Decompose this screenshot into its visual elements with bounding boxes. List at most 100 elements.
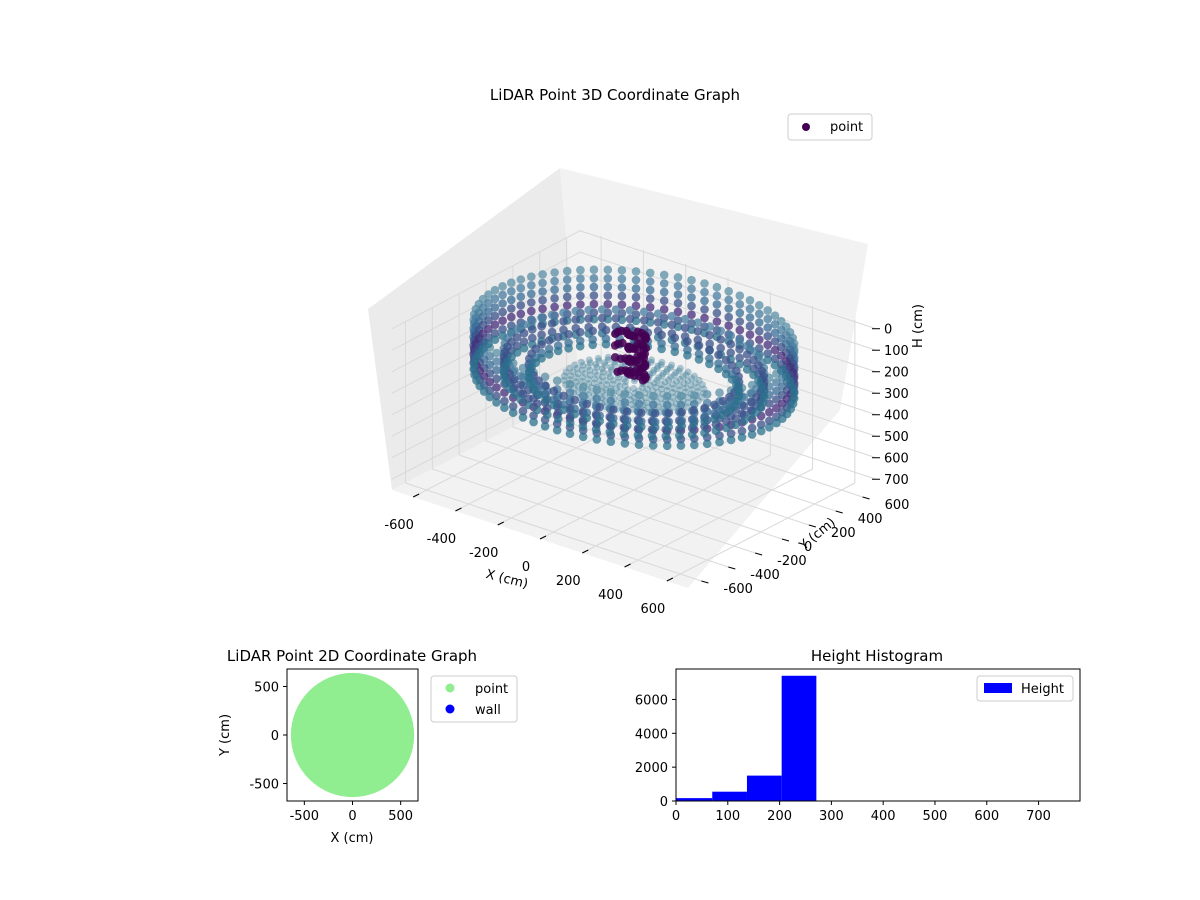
cloud-point xyxy=(687,319,696,328)
y-tick-label: 500 xyxy=(254,680,279,695)
cloud-point xyxy=(559,391,568,401)
cloud-point xyxy=(781,371,791,381)
cloud-point xyxy=(589,265,599,275)
cloud-point xyxy=(669,380,677,388)
x-tick-label: 700 xyxy=(1026,809,1051,824)
cloud-point xyxy=(664,382,672,390)
cloud-point xyxy=(490,335,500,345)
cloud-point xyxy=(516,275,526,284)
cloud-point xyxy=(634,399,644,409)
cloud-point xyxy=(670,347,680,357)
cloud-point xyxy=(508,408,518,418)
cloud-point xyxy=(518,406,528,416)
x-tick-label: -600 xyxy=(384,518,414,533)
x-tick-label: 0 xyxy=(348,809,356,824)
histogram-legend-box xyxy=(976,675,1074,702)
cloud-point xyxy=(641,335,650,345)
cloud-point xyxy=(711,426,721,436)
chart2d-legend: point wall xyxy=(430,675,518,723)
cloud-point xyxy=(749,364,758,373)
cloud-point xyxy=(770,337,780,346)
cloud-point xyxy=(537,340,546,349)
cloud-point xyxy=(712,317,722,326)
cloud-point xyxy=(631,301,641,311)
chart3d-x-ticks: -600 -400 -200 0 200 400 600 xyxy=(384,493,674,617)
cloud-point xyxy=(592,385,602,395)
cloud-point xyxy=(755,326,764,336)
cloud-point xyxy=(770,320,780,329)
cloud-point xyxy=(614,378,622,386)
cloud-point xyxy=(597,313,607,323)
cloud-point xyxy=(659,287,669,297)
cloud-point xyxy=(670,384,678,392)
cloud-point xyxy=(552,376,562,386)
histogram-legend-label: Height xyxy=(1021,682,1064,697)
cloud-point xyxy=(648,391,658,401)
cloud-point xyxy=(516,389,526,398)
cloud-point xyxy=(763,323,772,332)
cloud-point xyxy=(716,326,725,336)
cloud-point xyxy=(688,375,696,383)
cloud-point xyxy=(604,353,612,361)
cloud-point xyxy=(687,381,695,389)
cloud-point xyxy=(616,382,624,390)
cloud-point xyxy=(492,398,501,407)
cloud-point xyxy=(631,267,641,276)
cloud-point xyxy=(570,395,579,405)
cloud-point xyxy=(582,399,592,409)
cloud-point xyxy=(498,282,507,291)
cloud-point xyxy=(714,364,723,374)
cloud-point xyxy=(589,291,599,300)
cloud-point xyxy=(637,422,646,432)
grid-line-wall-z xyxy=(391,380,877,480)
cloud-point xyxy=(724,321,733,331)
cloud-point xyxy=(745,330,755,340)
cloud-point xyxy=(603,381,611,389)
cloud-point xyxy=(564,344,573,353)
cloud-point xyxy=(575,341,585,351)
cloud-point xyxy=(576,291,585,301)
cloud-point xyxy=(633,430,643,440)
cloud-point xyxy=(745,304,755,314)
z-tick-label: 200 xyxy=(884,366,909,381)
cloud-point xyxy=(647,431,657,441)
cloud-point xyxy=(735,353,744,363)
cloud-point xyxy=(693,327,703,336)
cloud-point xyxy=(611,305,621,315)
cloud-point xyxy=(731,420,740,430)
cloud-point xyxy=(694,383,702,391)
cloud-point xyxy=(724,312,733,322)
cloud-point xyxy=(662,392,672,401)
cloud-point xyxy=(565,379,575,389)
cloud-point xyxy=(690,391,699,400)
chart3d-point-cloud xyxy=(469,265,799,451)
y-tick-label: 0 xyxy=(804,540,812,555)
cloud-point xyxy=(645,294,655,304)
cloud-point xyxy=(490,285,500,295)
cloud-point xyxy=(749,370,758,380)
cloud-point xyxy=(601,339,611,349)
cloud-point xyxy=(579,361,587,369)
cloud-point xyxy=(702,390,712,399)
cloud-point xyxy=(507,295,516,305)
z-tick-label: 500 xyxy=(884,430,909,445)
cloud-point xyxy=(538,304,547,314)
cloud-point xyxy=(663,387,671,394)
cloud-point xyxy=(700,305,709,314)
cloud-point xyxy=(609,405,618,415)
cloud-point xyxy=(658,358,666,366)
cloud-point xyxy=(639,354,649,363)
cloud-point xyxy=(603,291,613,300)
cloud-point xyxy=(527,289,536,299)
cloud-point xyxy=(739,401,749,411)
cloud-point xyxy=(754,376,763,385)
cloud-point xyxy=(667,311,677,321)
grid-line-floor-y xyxy=(432,468,729,568)
cloud-point xyxy=(606,396,616,406)
x-tick-label: -500 xyxy=(290,809,320,824)
cloud-point xyxy=(722,417,731,426)
cloud-point xyxy=(541,395,550,405)
cloud-point xyxy=(648,356,655,364)
y-tick-label: -500 xyxy=(249,778,279,793)
x-tick-mark xyxy=(455,507,462,512)
